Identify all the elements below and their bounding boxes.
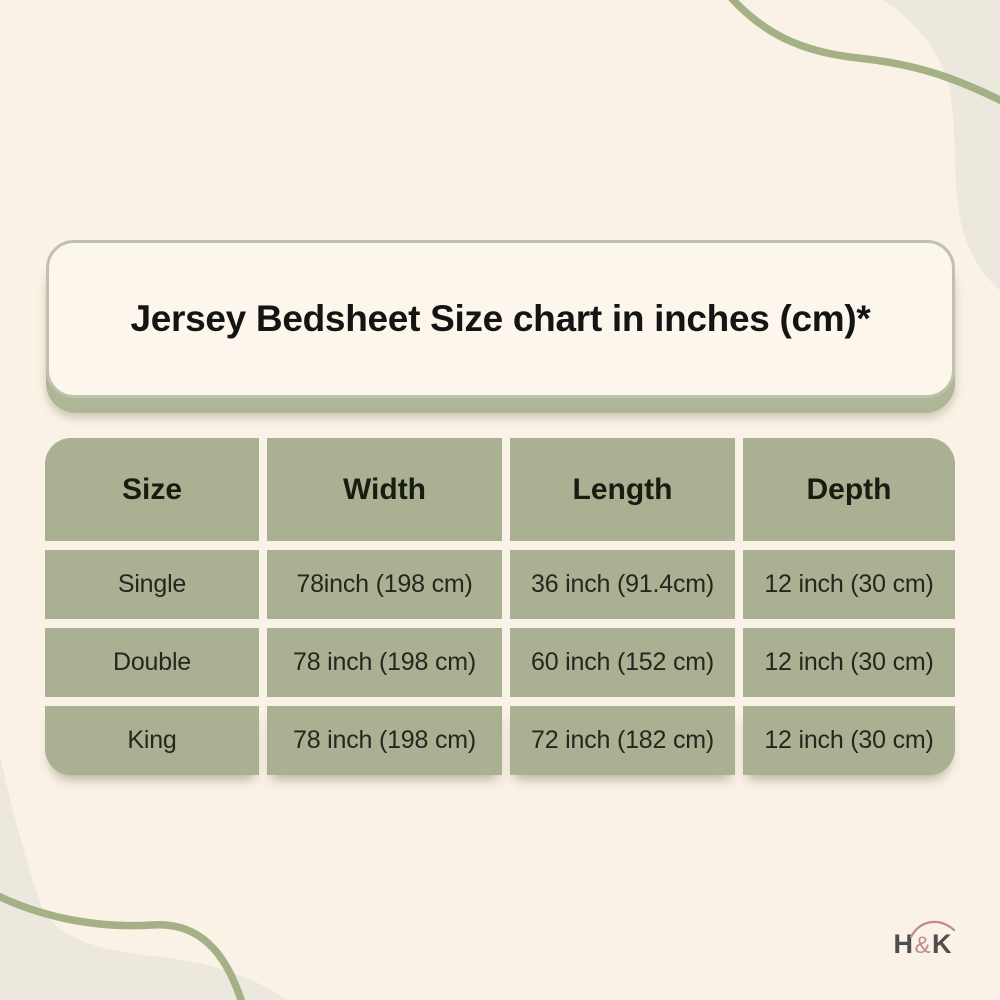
table-cell-double-length: 60 inch (152 cm)	[510, 628, 735, 697]
table-cell-single-depth: 12 inch (30 cm)	[743, 550, 955, 619]
table-cell-double-depth: 12 inch (30 cm)	[743, 628, 955, 697]
header-cell-size: Size	[45, 438, 259, 541]
logo-letter-k: K	[932, 929, 952, 959]
title-card-group: Jersey Bedsheet Size chart in inches (cm…	[46, 240, 955, 413]
corner-blob-bottom-left	[0, 756, 288, 1000]
table-cell-king-width: 78 inch (198 cm)	[267, 706, 502, 775]
header-cell-width: Width	[267, 438, 502, 541]
table-cell-king-depth: 12 inch (30 cm)	[743, 706, 955, 775]
corner-blob-top-right	[883, 0, 1000, 291]
table-cell-king-length: 72 inch (182 cm)	[510, 706, 735, 775]
brand-logo: H & K	[893, 920, 956, 960]
title-card: Jersey Bedsheet Size chart in inches (cm…	[46, 240, 955, 398]
size-chart-table: Size Width Length Depth Single 78inch (1…	[45, 438, 955, 775]
table-cell-double-size: Double	[45, 628, 259, 697]
page-title: Jersey Bedsheet Size chart in inches (cm…	[130, 298, 871, 339]
wavy-line-bottom-left	[0, 892, 245, 1000]
table-cell-single-size: Single	[45, 550, 259, 619]
logo-ampersand: &	[914, 932, 931, 959]
table-cell-king-size: King	[45, 706, 259, 775]
wavy-line-top-right	[728, 0, 1000, 105]
table-cell-single-width: 78inch (198 cm)	[267, 550, 502, 619]
logo-letter-h: H	[893, 929, 914, 959]
header-cell-length: Length	[510, 438, 735, 541]
table-cell-double-width: 78 inch (198 cm)	[267, 628, 502, 697]
header-cell-depth: Depth	[743, 438, 955, 541]
table-cell-single-length: 36 inch (91.4cm)	[510, 550, 735, 619]
